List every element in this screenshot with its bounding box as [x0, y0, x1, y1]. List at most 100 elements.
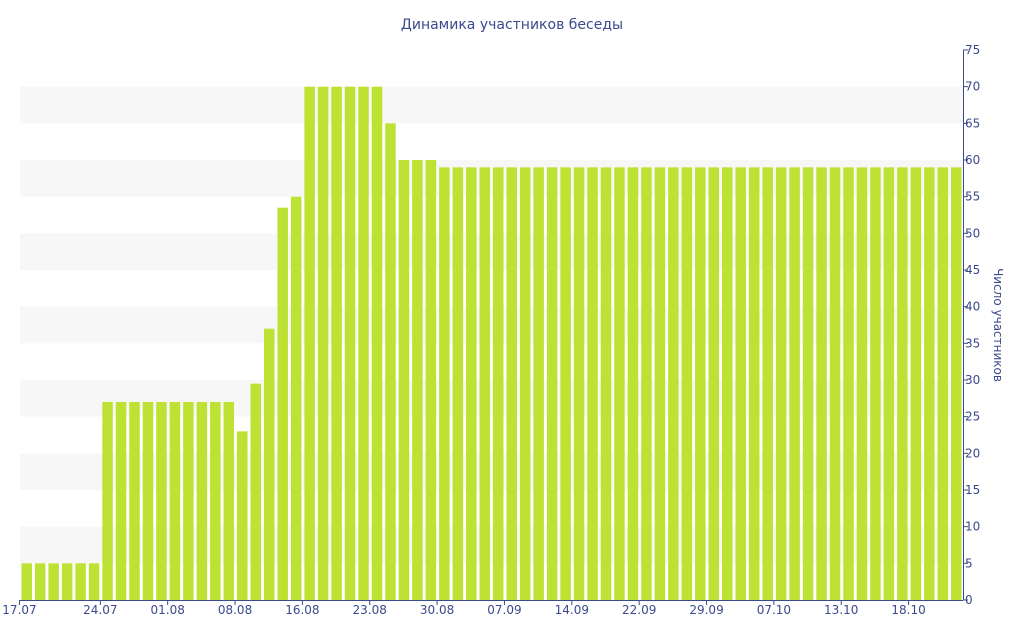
x-tick-label: 23.08	[353, 603, 387, 617]
bar[interactable]	[627, 167, 639, 600]
y-tick-label: 75	[965, 43, 980, 57]
x-tick-label: 16.08	[285, 603, 319, 617]
bar[interactable]	[385, 123, 396, 600]
y-tick-label: 0	[965, 593, 973, 607]
bar[interactable]	[614, 167, 625, 600]
y-tick-label: 40	[965, 300, 980, 314]
bar[interactable]	[546, 167, 558, 600]
bar[interactable]	[169, 402, 181, 600]
y-tick-label: 55	[965, 190, 980, 204]
bar[interactable]	[344, 86, 356, 601]
y-tick-label: 65	[965, 116, 980, 130]
bar[interactable]	[129, 402, 140, 600]
bar[interactable]	[196, 402, 208, 600]
bar[interactable]	[115, 402, 127, 600]
bar[interactable]	[250, 383, 262, 600]
bar[interactable]	[290, 196, 302, 601]
bars-group	[21, 86, 962, 601]
bar[interactable]	[775, 167, 787, 600]
y-tick-label: 15	[965, 483, 980, 497]
bar[interactable]	[466, 167, 477, 600]
bar[interactable]	[708, 167, 720, 600]
bar[interactable]	[317, 86, 329, 601]
y-tick-label: 45	[965, 263, 980, 277]
bar[interactable]	[573, 167, 585, 600]
bar[interactable]	[843, 167, 854, 600]
bar[interactable]	[34, 563, 46, 600]
bar[interactable]	[156, 402, 167, 600]
bar[interactable]	[61, 563, 73, 600]
bar[interactable]	[668, 167, 679, 600]
bar[interactable]	[439, 167, 450, 600]
bar[interactable]	[897, 167, 908, 600]
bar[interactable]	[748, 167, 760, 600]
y-tick-label: 25	[965, 410, 980, 424]
bar[interactable]	[75, 563, 86, 600]
bar[interactable]	[371, 86, 383, 601]
y-axis-title: Число участников	[991, 268, 1005, 382]
bar[interactable]	[358, 86, 369, 601]
bar[interactable]	[681, 167, 693, 600]
bar[interactable]	[21, 563, 32, 600]
bar[interactable]	[479, 167, 491, 600]
x-tick-label: 17.07	[2, 603, 36, 617]
bar[interactable]	[951, 167, 962, 600]
y-tick-label: 50	[965, 226, 980, 240]
bar[interactable]	[722, 167, 733, 600]
bar[interactable]	[641, 167, 652, 600]
bar[interactable]	[870, 167, 881, 600]
bar[interactable]	[304, 86, 315, 601]
bar[interactable]	[924, 167, 935, 600]
bar[interactable]	[331, 86, 342, 601]
bar[interactable]	[183, 402, 194, 600]
bar[interactable]	[816, 167, 827, 600]
bar[interactable]	[398, 160, 410, 600]
bar[interactable]	[48, 563, 59, 600]
bar[interactable]	[210, 402, 221, 600]
bar[interactable]	[237, 431, 248, 600]
bar[interactable]	[789, 167, 800, 600]
bar[interactable]	[802, 167, 814, 600]
bar[interactable]	[142, 402, 154, 600]
bar[interactable]	[277, 207, 288, 601]
bar[interactable]	[506, 167, 517, 600]
bar[interactable]	[88, 563, 100, 600]
bar[interactable]	[533, 167, 544, 600]
x-tick-label: 08.08	[218, 603, 252, 617]
bar[interactable]	[223, 402, 235, 600]
axes-group: 0 5 10 15 20 25 30 35 40 45 50 55 60 65 70 75 17.07 24.07…	[2, 43, 980, 617]
bar[interactable]	[560, 167, 571, 600]
x-tick-label: 18.10	[891, 603, 925, 617]
bar[interactable]	[587, 167, 598, 600]
x-tick-label: 01.08	[150, 603, 184, 617]
bar[interactable]	[735, 167, 746, 600]
bar[interactable]	[910, 167, 922, 600]
y-tick-label: 70	[965, 80, 980, 94]
bar[interactable]	[492, 167, 504, 600]
x-tick-label: 13.10	[824, 603, 858, 617]
bar[interactable]	[762, 167, 773, 600]
y-tick-label: 5	[965, 556, 973, 570]
bar[interactable]	[695, 167, 706, 600]
y-tick-label: 20	[965, 446, 980, 460]
grid-band	[20, 86, 963, 124]
x-tick-label: 07.10	[757, 603, 791, 617]
bar[interactable]	[412, 160, 423, 600]
bar[interactable]	[425, 160, 437, 600]
y-tick-label: 30	[965, 373, 980, 387]
bar[interactable]	[263, 328, 275, 600]
bar[interactable]	[829, 167, 841, 600]
x-tick-label: 07.09	[487, 603, 521, 617]
bar[interactable]	[452, 167, 464, 600]
bar[interactable]	[883, 167, 895, 600]
x-tick-label: 14.09	[555, 603, 589, 617]
bar[interactable]	[102, 402, 113, 600]
bar[interactable]	[654, 167, 666, 600]
bar[interactable]	[600, 167, 612, 600]
x-tick-label: 22.09	[622, 603, 656, 617]
bar[interactable]	[519, 167, 531, 600]
bar[interactable]	[856, 167, 868, 600]
x-tick-label: 24.07	[83, 603, 117, 617]
bar[interactable]	[937, 167, 949, 600]
